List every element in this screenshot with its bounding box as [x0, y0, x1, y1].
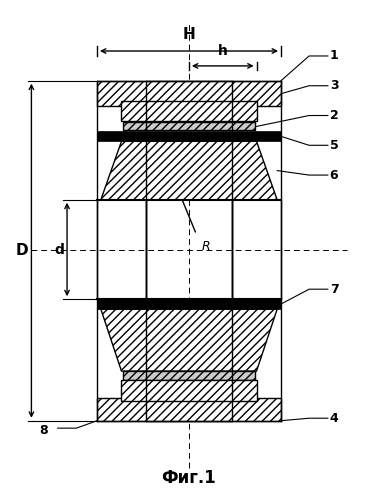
- Text: d: d: [54, 243, 65, 256]
- Text: H: H: [183, 27, 195, 42]
- Text: 7: 7: [330, 283, 338, 296]
- Text: D: D: [16, 243, 28, 258]
- Text: h: h: [218, 44, 228, 58]
- Bar: [123, 122, 255, 130]
- Bar: [146, 81, 232, 421]
- Polygon shape: [101, 141, 277, 200]
- Text: 1: 1: [330, 49, 338, 62]
- Bar: [123, 371, 255, 380]
- Text: 6: 6: [330, 169, 338, 182]
- Bar: [97, 299, 281, 309]
- Text: Фиг.1: Фиг.1: [162, 469, 216, 487]
- Polygon shape: [101, 309, 277, 371]
- Text: 3: 3: [330, 79, 338, 92]
- Bar: [97, 131, 281, 141]
- Bar: [121, 101, 257, 121]
- Text: 2: 2: [330, 109, 338, 122]
- Bar: [97, 81, 281, 106]
- Text: 8: 8: [39, 424, 48, 437]
- Text: R: R: [202, 240, 211, 252]
- Text: 5: 5: [330, 139, 338, 152]
- Bar: [97, 398, 281, 421]
- Bar: [121, 380, 257, 401]
- Text: 4: 4: [330, 412, 338, 425]
